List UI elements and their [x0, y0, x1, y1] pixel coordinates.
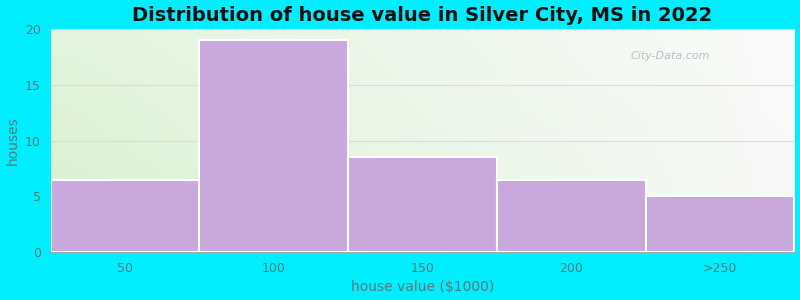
Bar: [497, 180, 646, 252]
Text: City-Data.com: City-Data.com: [631, 51, 710, 61]
X-axis label: house value ($1000): house value ($1000): [351, 280, 494, 294]
Bar: [646, 196, 794, 252]
Bar: [50, 180, 199, 252]
Bar: [348, 157, 497, 252]
Bar: [199, 40, 348, 252]
Y-axis label: houses: houses: [6, 116, 19, 165]
Title: Distribution of house value in Silver City, MS in 2022: Distribution of house value in Silver Ci…: [133, 6, 713, 25]
